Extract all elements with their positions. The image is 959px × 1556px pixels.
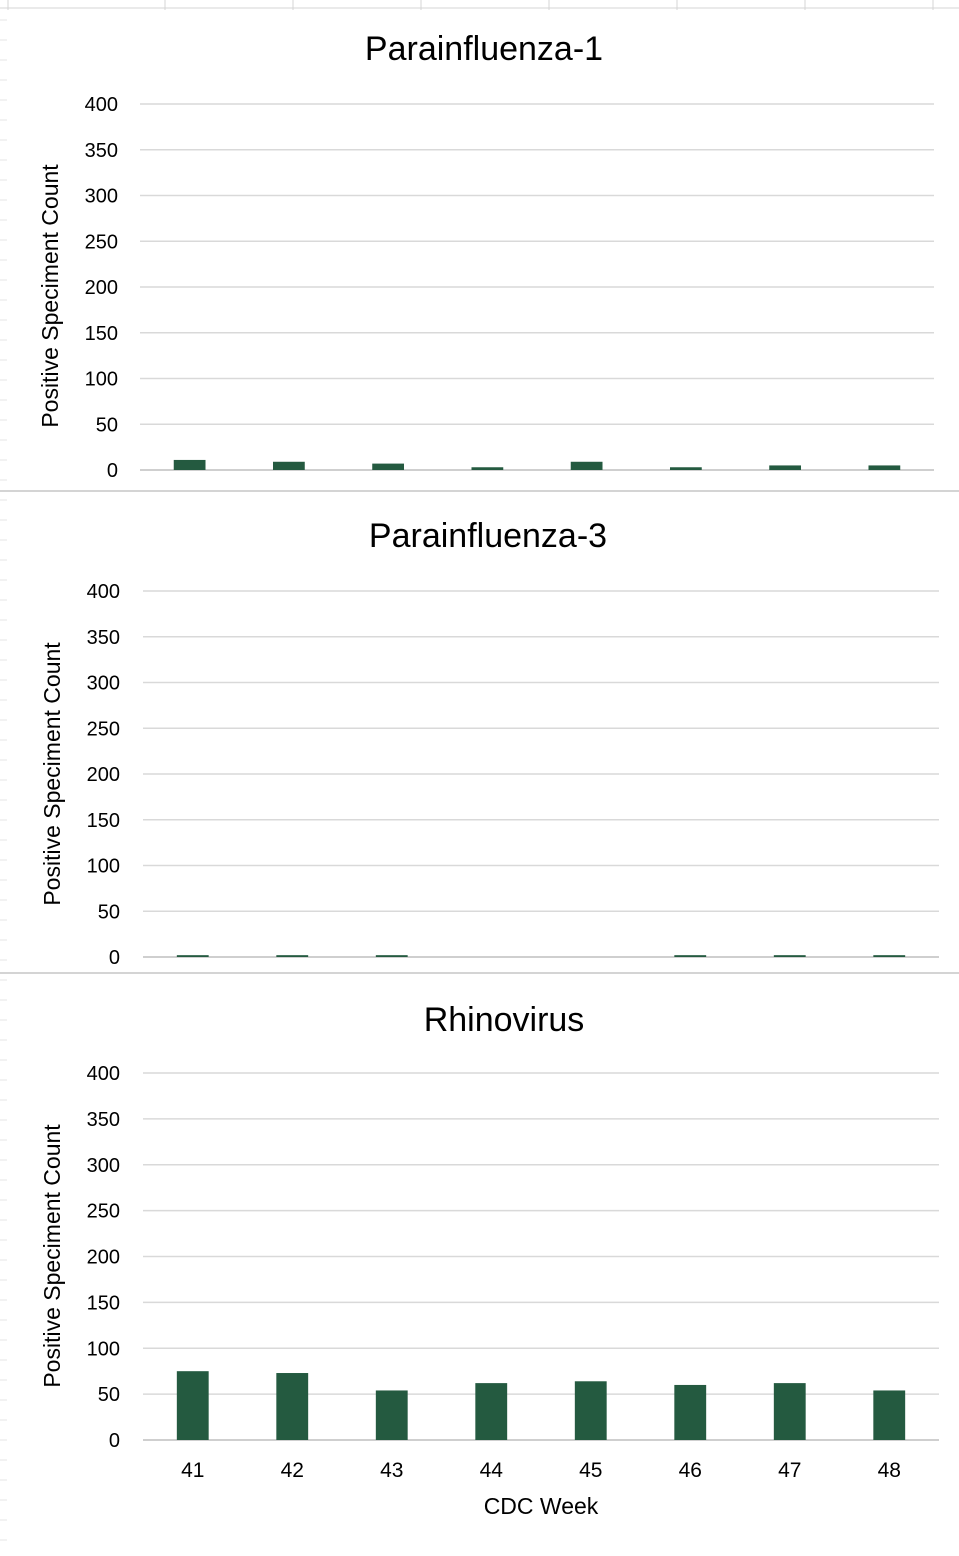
bar-week-43[interactable] bbox=[375, 955, 408, 957]
y-tick-label: 50 bbox=[98, 1384, 120, 1406]
x-axis-label: CDC Week bbox=[484, 1493, 599, 1519]
chart-svg-rhinovirus: Rhinovirus Positive Speciment Count 0 50 100… bbox=[39, 1001, 939, 1519]
bar-week-41[interactable] bbox=[176, 1371, 209, 1440]
bar-week-41[interactable] bbox=[173, 459, 206, 470]
y-tick-label: 400 bbox=[87, 581, 120, 603]
chart-rhinovirus[interactable]: Rhinovirus Positive Speciment Count 0 50 100… bbox=[10, 976, 959, 1551]
y-tick-label: 0 bbox=[109, 1430, 120, 1452]
bar-week-44[interactable] bbox=[475, 1383, 508, 1440]
bar-week-46[interactable] bbox=[674, 1384, 707, 1440]
y-tick-label: 350 bbox=[85, 140, 118, 162]
y-tick-label: 250 bbox=[85, 231, 118, 253]
bar-week-41[interactable] bbox=[176, 955, 209, 957]
chart-svg-parainfluenza-3: Parainfluenza-3 Positive Speciment Count 0… bbox=[39, 517, 939, 969]
y-tick-label: 350 bbox=[87, 1109, 120, 1131]
y-tick-label: 200 bbox=[87, 764, 120, 786]
y-tick-label: 250 bbox=[87, 1201, 120, 1223]
y-tick-label: 200 bbox=[87, 1247, 120, 1269]
y-tick-label: 0 bbox=[107, 460, 118, 482]
bar-week-42[interactable] bbox=[272, 461, 305, 470]
x-tick-label: 47 bbox=[778, 1459, 801, 1482]
bar-week-47[interactable] bbox=[773, 1383, 806, 1440]
bar-week-44[interactable] bbox=[471, 467, 504, 470]
chart-title: Rhinovirus bbox=[424, 1001, 585, 1039]
chart-svg-parainfluenza-1: Parainfluenza-1 Positive Speciment Count 0… bbox=[37, 30, 934, 482]
x-tick-label: 46 bbox=[679, 1459, 702, 1482]
y-axis-label: Positive Speciment Count bbox=[39, 642, 65, 906]
chart-title: Parainfluenza-3 bbox=[369, 517, 607, 555]
y-tick-label: 150 bbox=[85, 323, 118, 345]
x-tick-label: 42 bbox=[281, 1459, 304, 1482]
bar-week-47[interactable] bbox=[769, 465, 802, 470]
x-tick-label: 48 bbox=[878, 1459, 901, 1482]
bar-week-48[interactable] bbox=[868, 465, 901, 470]
bar-week-48[interactable] bbox=[873, 1390, 906, 1440]
y-tick-label: 400 bbox=[87, 1063, 120, 1085]
bar-week-45[interactable] bbox=[574, 1381, 607, 1440]
bar-week-43[interactable] bbox=[372, 463, 405, 470]
bar-week-42[interactable] bbox=[276, 955, 309, 957]
y-tick-label: 200 bbox=[85, 277, 118, 299]
x-tick-label: 41 bbox=[181, 1459, 204, 1482]
y-tick-label: 50 bbox=[96, 414, 118, 436]
y-tick-label: 350 bbox=[87, 627, 120, 649]
y-tick-label: 300 bbox=[85, 186, 118, 208]
chart-title: Parainfluenza-1 bbox=[365, 30, 603, 68]
bar-week-46[interactable] bbox=[669, 467, 702, 470]
y-tick-label: 150 bbox=[87, 1292, 120, 1314]
x-tick-label: 43 bbox=[380, 1459, 403, 1482]
y-tick-label: 300 bbox=[87, 1155, 120, 1177]
x-tick-label: 44 bbox=[480, 1459, 504, 1482]
chart-parainfluenza-3[interactable]: Parainfluenza-3 Positive Speciment Count 0… bbox=[10, 494, 959, 970]
x-tick-label: 45 bbox=[579, 1459, 602, 1482]
y-axis-label: Positive Speciment Count bbox=[39, 1124, 65, 1388]
y-tick-label: 400 bbox=[85, 94, 118, 116]
y-tick-label: 150 bbox=[87, 810, 120, 832]
bar-week-46[interactable] bbox=[674, 955, 707, 957]
y-tick-label: 300 bbox=[87, 673, 120, 695]
y-tick-label: 100 bbox=[87, 856, 120, 878]
y-tick-label: 50 bbox=[98, 901, 120, 923]
y-tick-label: 100 bbox=[87, 1338, 120, 1360]
chart-parainfluenza-1[interactable]: Parainfluenza-1 Positive Speciment Count 0… bbox=[8, 10, 959, 490]
y-axis-label: Positive Speciment Count bbox=[37, 164, 63, 428]
bar-week-48[interactable] bbox=[873, 955, 906, 957]
bar-week-47[interactable] bbox=[773, 955, 806, 957]
bar-week-45[interactable] bbox=[570, 461, 603, 470]
y-tick-label: 100 bbox=[85, 369, 118, 391]
y-tick-label: 250 bbox=[87, 718, 120, 740]
bar-week-43[interactable] bbox=[375, 1390, 408, 1440]
y-tick-label: 0 bbox=[109, 947, 120, 969]
bar-week-42[interactable] bbox=[276, 1373, 309, 1440]
